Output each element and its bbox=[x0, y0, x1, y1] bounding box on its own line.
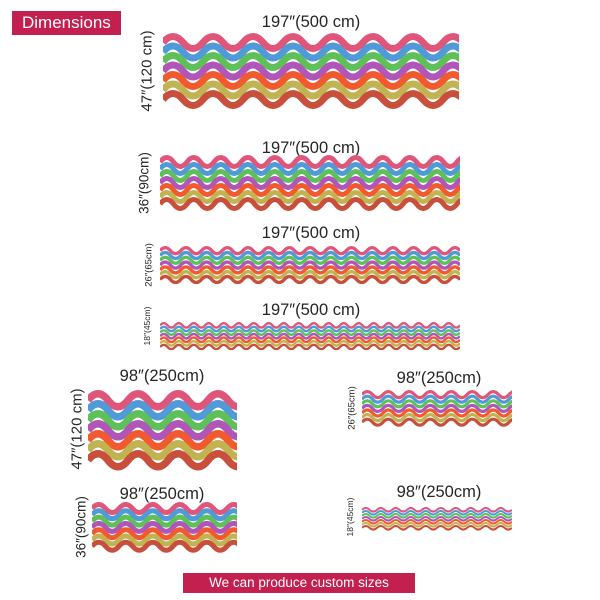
wave-border-graphic bbox=[88, 390, 237, 471]
wave-border-graphic bbox=[362, 507, 512, 531]
height-label: 36″(90cm) bbox=[136, 152, 152, 214]
wave-border-graphic bbox=[160, 155, 460, 211]
height-label: 36″(90cm) bbox=[73, 496, 89, 558]
height-label: 47″(120 cm) bbox=[68, 388, 86, 470]
wave-border-graphic bbox=[160, 322, 460, 351]
height-label: 18″(45cm) bbox=[141, 306, 152, 346]
width-label: 98″(250cm) bbox=[396, 483, 482, 501]
height-label: 26″(65cm) bbox=[143, 243, 155, 287]
wave-border-graphic bbox=[163, 33, 459, 109]
custom-sizes-banner: We can produce custom sizes bbox=[183, 573, 415, 593]
height-label: 47″(120 cm) bbox=[138, 30, 156, 112]
width-label: 197″(500 cm) bbox=[261, 301, 361, 319]
width-label: 98″(250cm) bbox=[119, 485, 205, 503]
height-label: 18″(45cm) bbox=[344, 497, 355, 537]
width-label: 98″(250cm) bbox=[119, 367, 205, 385]
width-label: 197″(500 cm) bbox=[261, 224, 361, 242]
wave-border-graphic bbox=[362, 390, 512, 427]
dimensions-header-ribbon: Dimensions bbox=[12, 11, 121, 35]
width-label: 197″(500 cm) bbox=[261, 13, 361, 31]
wave-border-graphic bbox=[160, 246, 460, 285]
width-label: 98″(250cm) bbox=[396, 369, 482, 387]
wave-border-graphic bbox=[92, 502, 237, 553]
height-label: 26″(65cm) bbox=[346, 386, 358, 430]
width-label: 197″(500 cm) bbox=[261, 139, 361, 157]
